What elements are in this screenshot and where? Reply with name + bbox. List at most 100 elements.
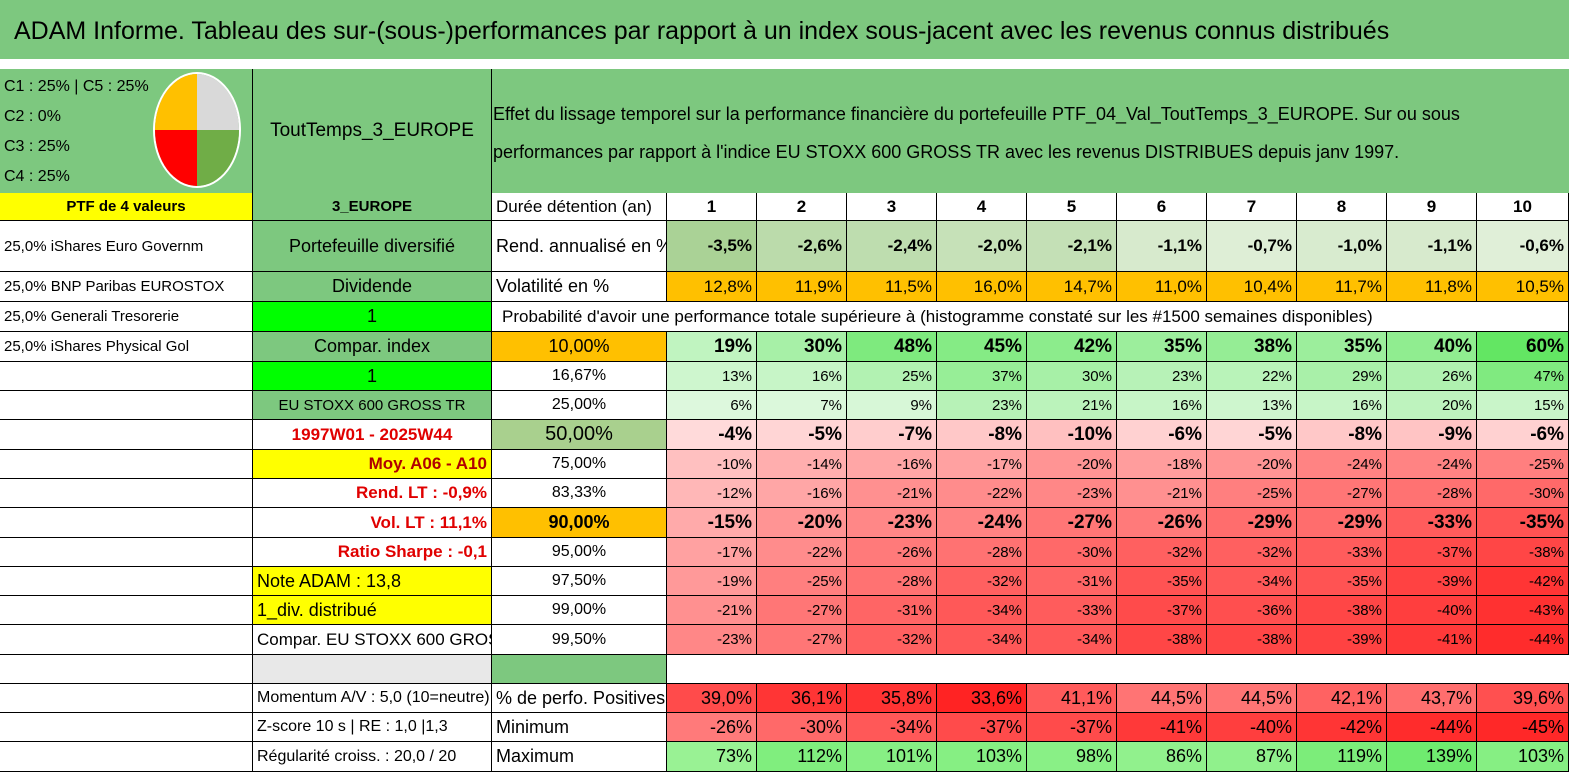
quantile-value: -23% xyxy=(1027,479,1117,508)
quantile-value: -23% xyxy=(847,508,937,538)
legend-line: C4 : 25% xyxy=(4,168,70,185)
quantile-value: 20% xyxy=(1387,391,1477,420)
pie-legend: C1 : 25% | C5 : 25% C2 : 0% C3 : 25% C4 … xyxy=(4,72,149,192)
quantile-value: -27% xyxy=(757,596,847,625)
heading-cell xyxy=(492,69,1569,193)
quantile-value: -5% xyxy=(1207,420,1297,450)
positives-side-label: Momentum A/V : 5,0 (10=neutre) xyxy=(253,684,492,713)
minimum-value: -44% xyxy=(1387,713,1477,742)
positives-value: 39,0% xyxy=(667,684,757,713)
maximum-value: 103% xyxy=(937,742,1027,772)
quantile-value: -27% xyxy=(1297,479,1387,508)
minimum-value: -40% xyxy=(1207,713,1297,742)
quantile-value: -35% xyxy=(1297,567,1387,596)
quantile-value: -43% xyxy=(1477,596,1569,625)
quantile-value: 30% xyxy=(1027,362,1117,391)
pie-slice-c5 xyxy=(197,74,239,130)
year-header: 2 xyxy=(757,193,847,221)
quantile-value: 30% xyxy=(757,332,847,362)
quantile-value: 42% xyxy=(1027,332,1117,362)
empty-cell xyxy=(0,625,253,655)
maximum-value: 119% xyxy=(1297,742,1387,772)
quantile-value: -38% xyxy=(1117,625,1207,655)
quantile-value: -28% xyxy=(937,538,1027,567)
portfolio-name-cell: ToutTemps_3_EUROPE xyxy=(253,69,492,193)
div-distribue: 1_div. distribué xyxy=(253,596,492,625)
quantile-value: -24% xyxy=(1297,450,1387,479)
quantile-value: -34% xyxy=(1207,567,1297,596)
quantile-value: -38% xyxy=(1207,625,1297,655)
quantile-value: -42% xyxy=(1477,567,1569,596)
quantile-value: -21% xyxy=(667,596,757,625)
quantile-label: 95,00% xyxy=(492,538,667,567)
duree-label: Durée détention (an) xyxy=(492,193,667,221)
holding-4: 25,0% iShares Physical Gol xyxy=(0,332,253,362)
empty-cell xyxy=(0,450,253,479)
vol-value: 11,0% xyxy=(1117,272,1207,302)
positives-value: 44,5% xyxy=(1207,684,1297,713)
positives-label: % de perfo. Positives xyxy=(492,684,667,713)
holding-2: 25,0% BNP Paribas EUROSTOX xyxy=(0,272,253,302)
empty-cell xyxy=(0,362,253,391)
holding-1: 25,0% iShares Euro Governm xyxy=(0,221,253,272)
pie-slice-c4 xyxy=(197,130,239,186)
empty-cell xyxy=(0,538,253,567)
quantile-value: 48% xyxy=(847,332,937,362)
quantile-value: -26% xyxy=(1117,508,1207,538)
quantile-value: -33% xyxy=(1297,538,1387,567)
quantile-value: -25% xyxy=(1477,450,1569,479)
separator-band xyxy=(0,65,1569,69)
quantile-value: -17% xyxy=(667,538,757,567)
rend-value: -1,1% xyxy=(1117,221,1207,272)
quantile-value: 60% xyxy=(1477,332,1569,362)
flag-one: 1 xyxy=(253,302,492,332)
quantile-value: -39% xyxy=(1387,567,1477,596)
minimum-side-label: Z-score 10 s | RE : 1,0 |1,3 xyxy=(253,713,492,742)
empty-cell xyxy=(0,420,253,450)
quantile-value: -32% xyxy=(847,625,937,655)
quantile-value: -25% xyxy=(757,567,847,596)
minimum-value: -41% xyxy=(1117,713,1207,742)
quantile-value: -32% xyxy=(937,567,1027,596)
quantile-value: 7% xyxy=(757,391,847,420)
year-header: 10 xyxy=(1477,193,1569,221)
quantile-value: -20% xyxy=(1207,450,1297,479)
year-header: 7 xyxy=(1207,193,1297,221)
quantile-label: 10,00% xyxy=(492,332,667,362)
quantile-value: 23% xyxy=(1117,362,1207,391)
quantile-value: -21% xyxy=(847,479,937,508)
quantile-value: -29% xyxy=(1297,508,1387,538)
quantile-label: 50,00% xyxy=(492,420,667,450)
quantile-label: 25,00% xyxy=(492,391,667,420)
quantile-value: -8% xyxy=(937,420,1027,450)
quantile-value: -34% xyxy=(937,596,1027,625)
quantile-value: -41% xyxy=(1387,625,1477,655)
empty-cell xyxy=(1477,302,1569,332)
quantile-value: -38% xyxy=(1477,538,1569,567)
empty-cell xyxy=(0,684,253,713)
empty-cell xyxy=(253,655,492,684)
quantile-value: -23% xyxy=(667,625,757,655)
empty-cell xyxy=(0,742,253,772)
compar-label: Compar. EU STOXX 600 GROSS TR xyxy=(253,625,492,655)
quantile-value: 25% xyxy=(847,362,937,391)
positives-value: 44,5% xyxy=(1117,684,1207,713)
empty-cell xyxy=(0,567,253,596)
positives-value: 42,1% xyxy=(1297,684,1387,713)
quantile-value: -24% xyxy=(1387,450,1477,479)
empty-cell xyxy=(0,713,253,742)
vol-lt: Vol. LT : 11,1% xyxy=(253,508,492,538)
quantile-value: -36% xyxy=(1207,596,1297,625)
quantile-value: -10% xyxy=(1027,420,1117,450)
year-header: 1 xyxy=(667,193,757,221)
quantile-value: -14% xyxy=(757,450,847,479)
vol-value: 16,0% xyxy=(937,272,1027,302)
empty-cell xyxy=(0,655,253,684)
positives-value: 39,6% xyxy=(1477,684,1569,713)
quantile-value: -19% xyxy=(667,567,757,596)
quantile-value: -31% xyxy=(847,596,937,625)
quantile-value: -20% xyxy=(1027,450,1117,479)
quantile-value: 16% xyxy=(1297,391,1387,420)
proba-label: Probabilité d'avoir une performance tota… xyxy=(492,302,1477,332)
maximum-side-label: Régularité croiss. : 20,0 / 20 xyxy=(253,742,492,772)
